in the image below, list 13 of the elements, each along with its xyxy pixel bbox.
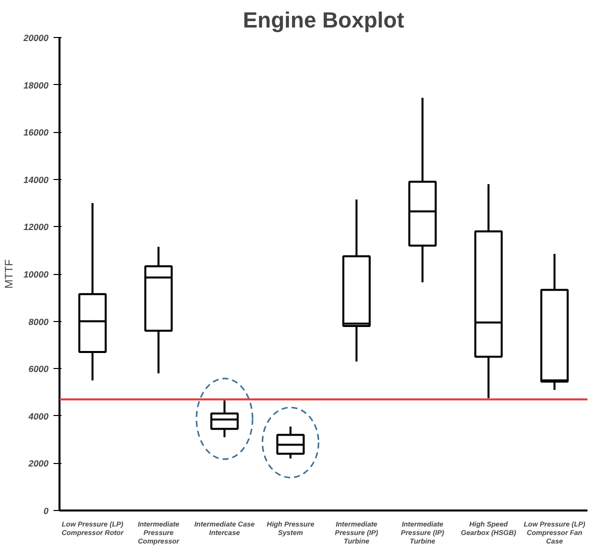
y-tick-label: 0 [43,506,49,516]
y-tick-label: 16000 [23,128,49,138]
y-tick-label: 18000 [23,80,49,90]
y-axis-title: MTTF [3,259,16,289]
y-tick-label: 8000 [28,316,49,327]
y-tick-label: 2000 [27,458,49,469]
chart-title: Engine Boxplot [242,8,405,32]
y-tick-label: 6000 [28,364,49,374]
y-tick-label: 4000 [27,411,49,422]
y-tick-label: 20000 [22,33,49,43]
y-tick-label: 10000 [23,270,49,280]
y-tick-label: 14000 [23,174,49,185]
y-tick-label: 12000 [23,222,49,232]
